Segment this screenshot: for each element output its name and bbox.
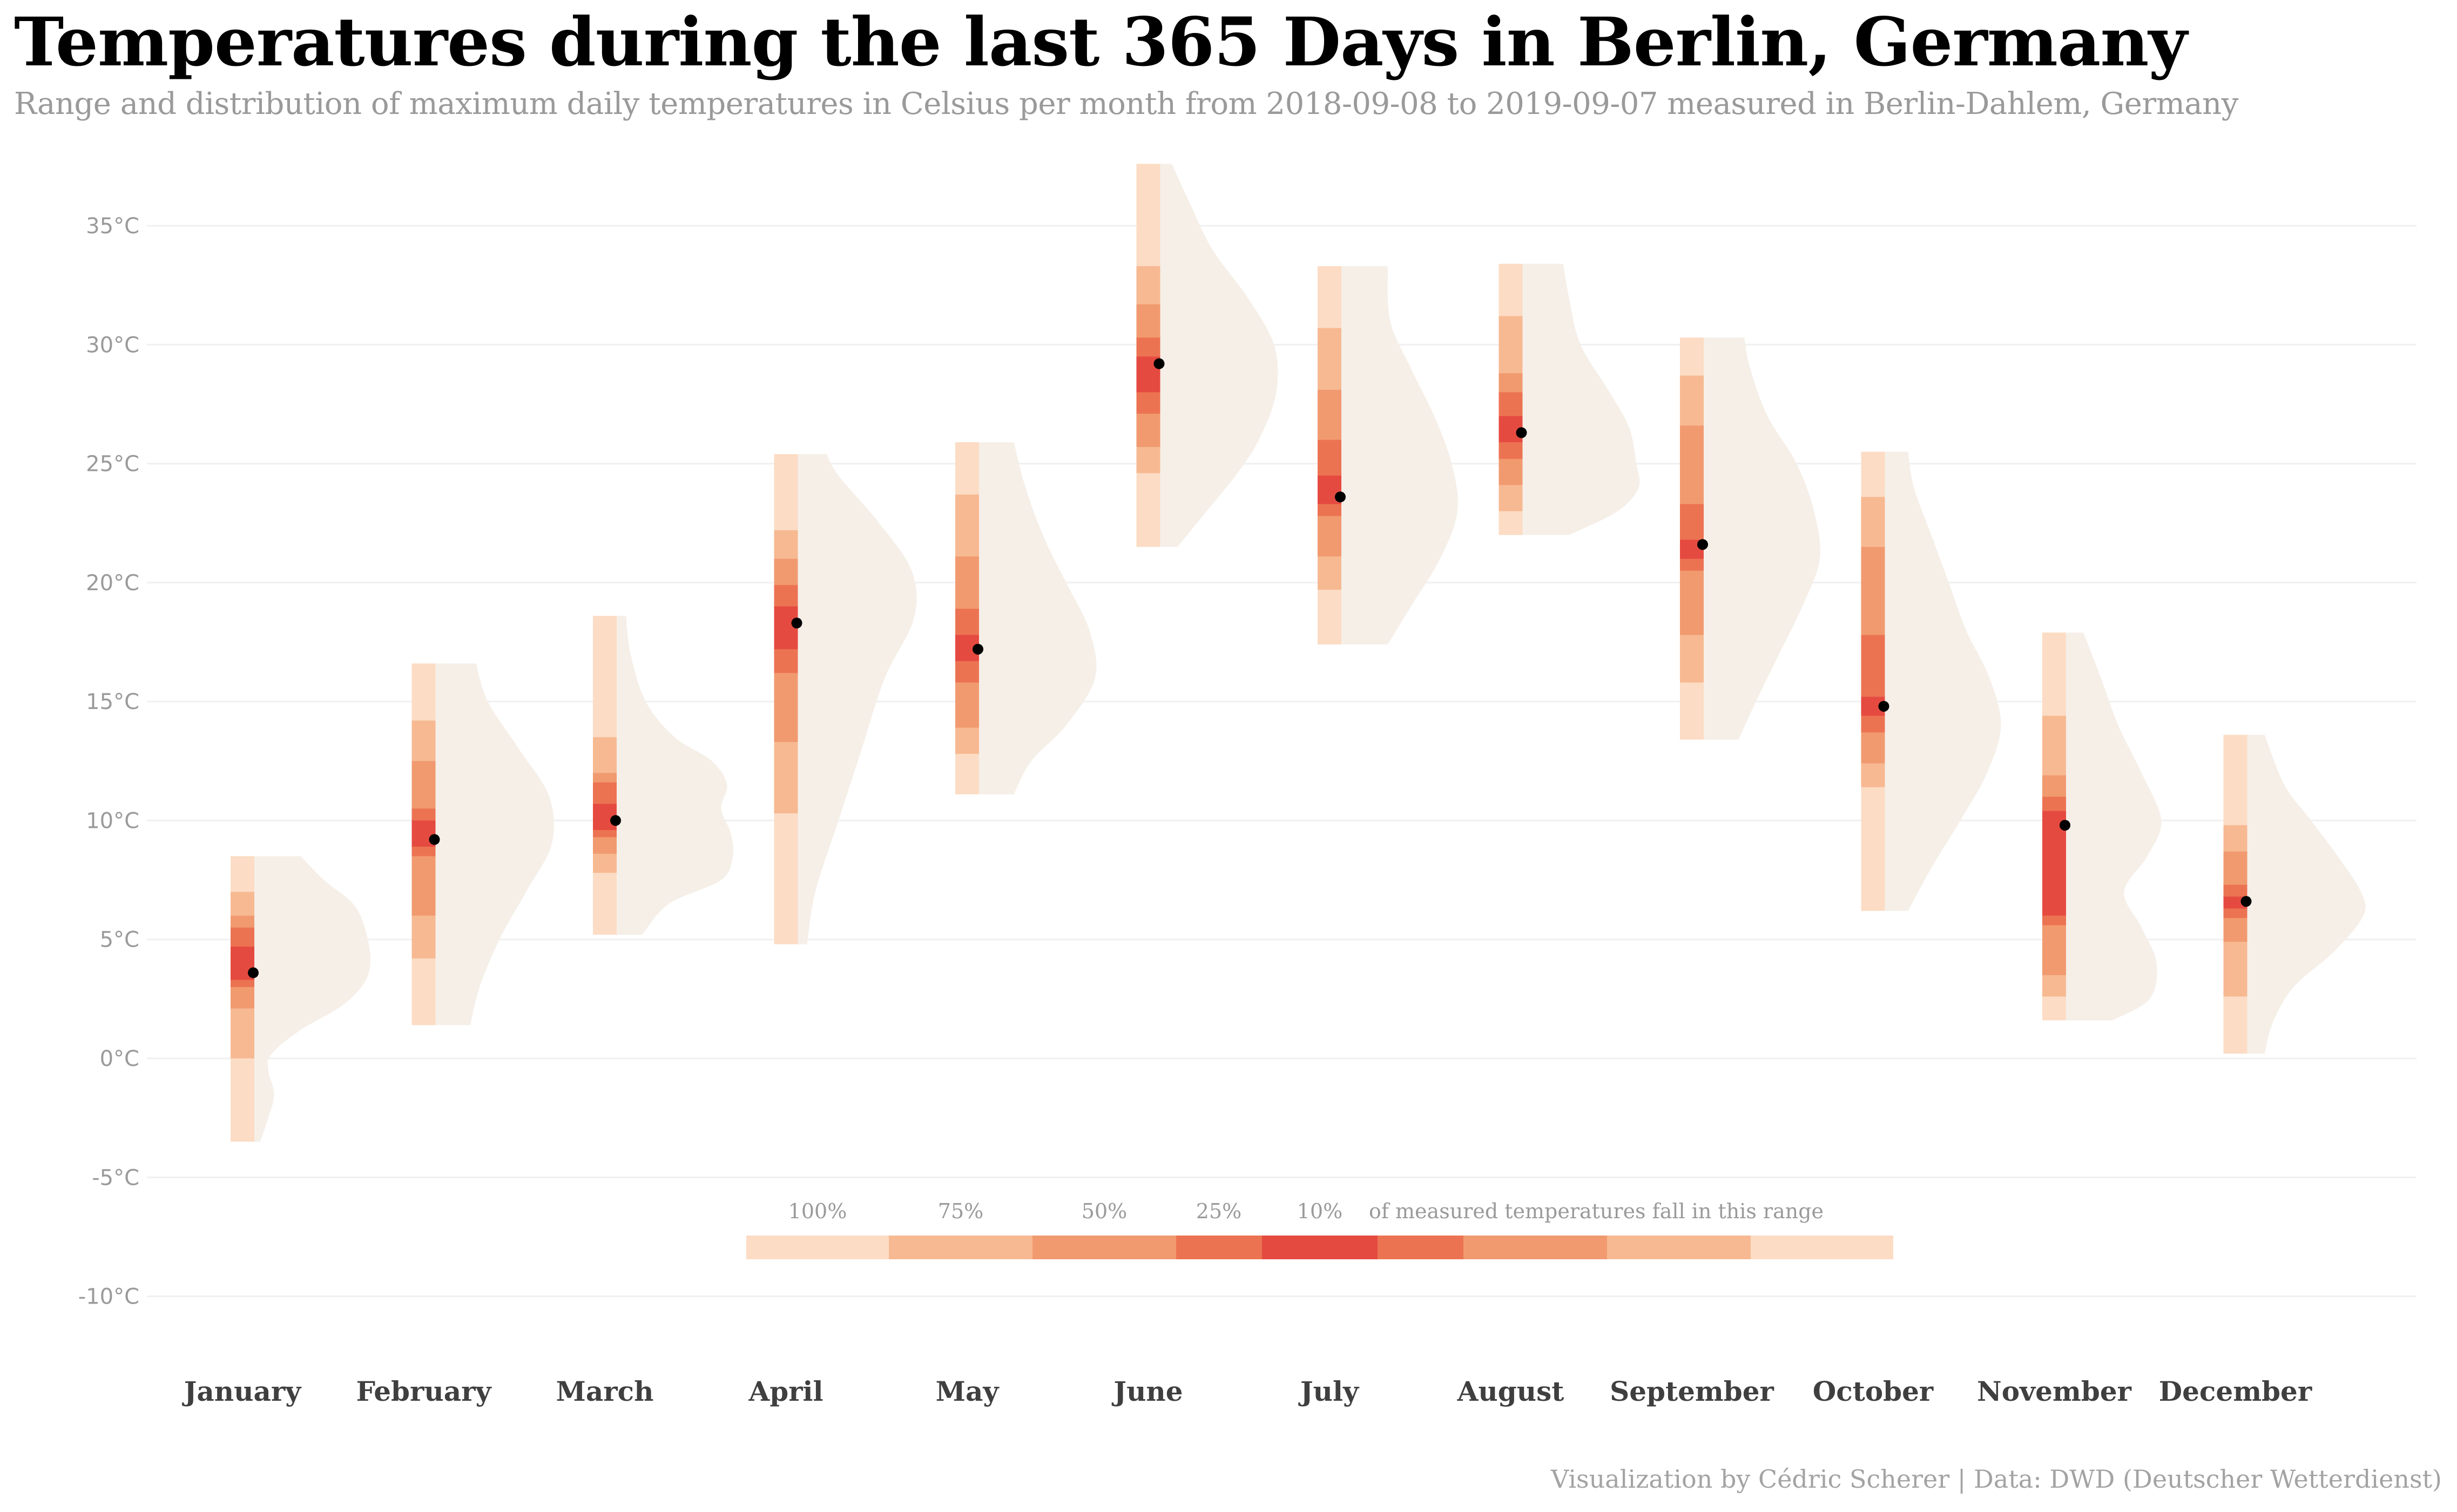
y-tick-label: 30°C (86, 333, 139, 357)
month-label-october: October (1813, 1375, 1934, 1407)
chart-subtitle: Range and distribution of maximum daily … (14, 86, 2238, 122)
legend-label: 100% (788, 1199, 847, 1223)
chart-caption: Visualization by Cédric Scherer | Data: … (1550, 1464, 2442, 1494)
y-tick-label: 35°C (86, 214, 139, 239)
legend-description: of measured temperatures fall in this ra… (1369, 1199, 1824, 1223)
legend-swatch-6 (1463, 1236, 1607, 1259)
month-label-december: December (2159, 1375, 2312, 1407)
density-october (1885, 451, 2001, 911)
legend-swatch-0 (746, 1236, 889, 1259)
y-tick-label: 15°C (86, 690, 139, 714)
legend-label: 75% (938, 1199, 983, 1223)
y-tick-label: -10°C (78, 1285, 139, 1310)
density-february (435, 663, 554, 1025)
density-december (2247, 734, 2366, 1054)
band-10-april (774, 606, 798, 650)
median-points (248, 358, 2252, 978)
median-point-august (1516, 427, 1527, 438)
legend: 100% 75% 50% 25% 10% of measured temperatures… (746, 1199, 1893, 1259)
density-september (1704, 338, 1820, 740)
legend-swatch-1 (889, 1236, 1032, 1259)
density-august (1522, 264, 1640, 535)
y-tick-label: 5°C (100, 928, 139, 953)
legend-swatch-8 (1751, 1236, 1893, 1259)
density-shapes (254, 164, 2366, 1142)
month-label-april: April (748, 1375, 823, 1407)
interval-bands (231, 164, 2247, 1142)
median-point-may (973, 644, 983, 655)
median-point-september (1697, 539, 1708, 550)
month-label-march: March (556, 1375, 654, 1407)
y-tick-label: 25°C (86, 452, 139, 477)
median-point-november (2060, 820, 2070, 831)
density-april (798, 454, 917, 944)
density-may (979, 442, 1097, 794)
density-june (1160, 164, 1278, 547)
density-november (2066, 632, 2162, 1021)
y-tick-label: 0°C (100, 1047, 139, 1071)
median-point-april (791, 617, 802, 629)
month-label-august: August (1457, 1375, 1564, 1407)
legend-swatch-4 (1262, 1236, 1378, 1259)
month-label-may: May (936, 1375, 1000, 1407)
legend-label: 25% (1196, 1199, 1241, 1223)
month-label-january: January (182, 1375, 302, 1407)
y-tick-label: -5°C (92, 1165, 139, 1190)
legend-swatch-7 (1607, 1236, 1751, 1259)
density-march (617, 616, 734, 935)
legend-swatch-3 (1176, 1236, 1262, 1259)
median-point-december (2240, 896, 2252, 907)
y-tick-label: 20°C (86, 571, 139, 596)
median-point-march (610, 815, 621, 826)
median-point-october (1878, 700, 1889, 712)
band-25-september (1680, 504, 1704, 571)
median-point-january (248, 967, 259, 978)
density-january (254, 856, 370, 1142)
chart-title: Temperatures during the last 365 Days in… (14, 3, 2188, 82)
density-july (1341, 266, 1458, 645)
median-point-february (429, 834, 440, 845)
x-axis-month-labels: January February March April May June July Augu… (182, 1375, 2312, 1407)
legend-swatch-5 (1378, 1236, 1463, 1259)
band-25-october (1861, 634, 1885, 733)
month-label-february: February (356, 1375, 492, 1407)
month-label-september: September (1610, 1375, 1774, 1407)
month-label-july: July (1298, 1375, 1360, 1407)
median-point-july (1335, 491, 1346, 503)
y-axis-ticks: -10°C -5°C 0°C 5°C 10°C 15°C 20°C 25°C 30°C 35°C (78, 214, 139, 1310)
legend-label: 10% (1297, 1199, 1342, 1223)
month-label-november: November (1977, 1375, 2132, 1407)
month-label-june: June (1111, 1375, 1183, 1407)
median-point-june (1153, 358, 1165, 369)
y-tick-label: 10°C (86, 808, 139, 833)
legend-swatch-2 (1032, 1236, 1176, 1259)
legend-label: 50% (1082, 1199, 1127, 1223)
